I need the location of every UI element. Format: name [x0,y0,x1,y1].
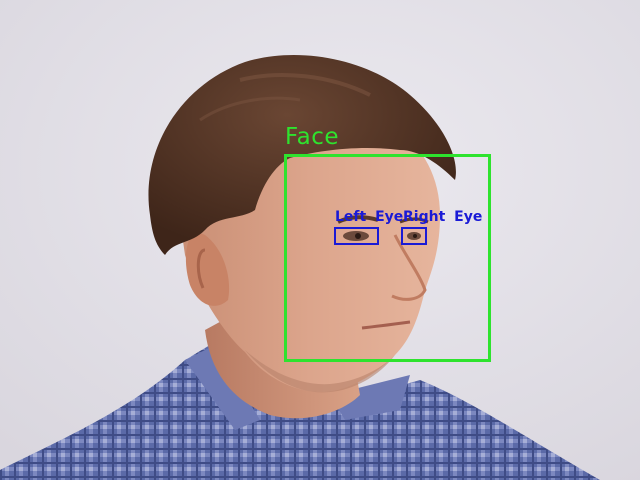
face-detection-label: Face [285,126,339,149]
left-eye-detection-label: Left Eye [335,210,403,224]
right-eye-detection-label: Right Eye [403,210,482,224]
right-eye-detection-box [401,227,427,245]
left-eye-detection-box [334,227,379,245]
face-detection-box [284,154,491,362]
